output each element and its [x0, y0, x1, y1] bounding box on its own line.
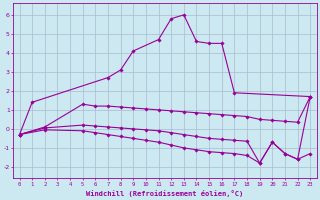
X-axis label: Windchill (Refroidissement éolien,°C): Windchill (Refroidissement éolien,°C) — [86, 190, 244, 197]
